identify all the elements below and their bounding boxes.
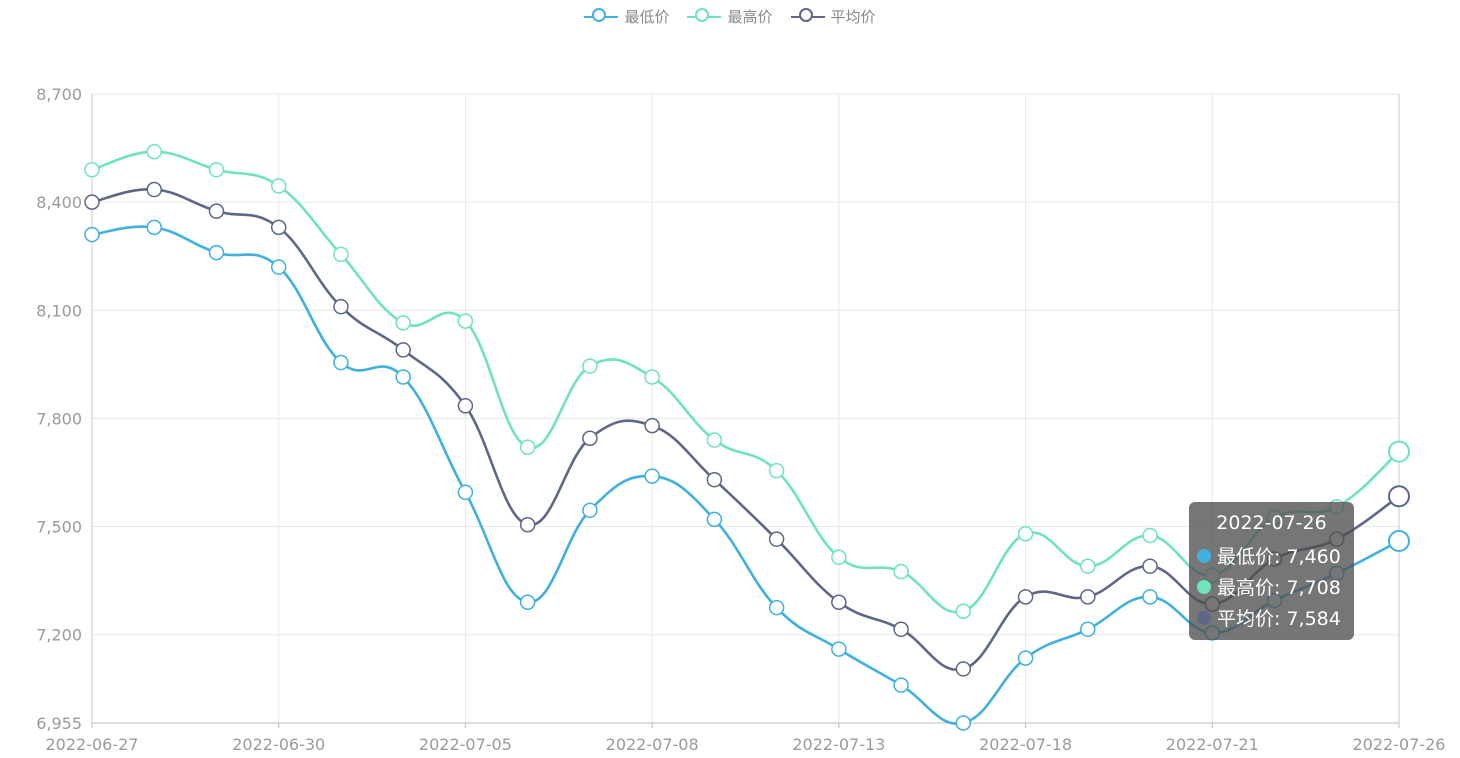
series-line-1	[91, 150, 1400, 614]
series-0-point	[519, 594, 536, 610]
series-2-point	[1080, 589, 1096, 605]
tooltip-low-dot-icon	[1197, 548, 1211, 563]
series-0-point	[1017, 650, 1034, 666]
series-0-point	[84, 226, 100, 243]
series-1-point	[457, 313, 474, 329]
legend-item-low[interactable]: 最低价	[584, 6, 669, 27]
series-2-point	[1388, 485, 1410, 508]
x-tick-label: 2022-07-26	[1353, 735, 1446, 754]
series-0-point	[582, 502, 598, 519]
series-2-point	[582, 430, 598, 446]
series-0-point	[457, 484, 474, 501]
legend-item-avg[interactable]: 平均价	[790, 6, 876, 27]
series-2-point	[1017, 589, 1034, 605]
series-1-point	[1388, 440, 1410, 463]
legend-low-swatch-icon	[584, 7, 619, 27]
series-2-point	[146, 181, 162, 198]
tooltip-avg-dot-icon	[1197, 610, 1211, 625]
series-2-point	[395, 342, 411, 358]
series-2-point	[333, 298, 349, 315]
series-1-point	[1017, 526, 1034, 542]
series-0-point	[395, 369, 411, 385]
legend-low-label: 最低价	[624, 8, 670, 26]
series-1-point	[706, 432, 723, 448]
series-2-point	[1142, 558, 1158, 574]
series-2-point	[519, 516, 536, 533]
series-1-point	[955, 603, 972, 620]
series-0-point	[146, 219, 162, 236]
series-1-point	[582, 358, 598, 374]
y-tick-label: 8,400	[36, 193, 82, 212]
series-1-point	[831, 549, 847, 565]
series-2-point	[208, 203, 225, 219]
series-2-point	[706, 471, 723, 488]
series-1-point	[1142, 527, 1158, 544]
tooltip-low-text: 最低价: 7,460	[1217, 546, 1341, 568]
series-0-point	[706, 511, 723, 528]
x-tick-label: 2022-07-13	[792, 735, 885, 754]
series-1-point	[768, 462, 785, 479]
series-0-point	[333, 354, 349, 371]
tooltip: 2022-07-26 最低价: 7,460 最高价: 7,708 平均价: 7,…	[1189, 502, 1354, 640]
y-tick-label: 7,200	[36, 626, 82, 645]
tooltip-row-high: 最高价: 7,708	[1197, 571, 1346, 602]
series-1-point	[333, 246, 349, 263]
series-1-point	[270, 178, 287, 194]
series-0-point	[208, 244, 225, 261]
legend-avg-swatch-icon	[790, 7, 825, 27]
legend-high-label: 最高价	[727, 8, 773, 26]
tooltip-title: 2022-07-26	[1216, 512, 1327, 534]
x-tick-label: 2022-06-27	[46, 735, 139, 754]
series-line-2	[91, 188, 1400, 672]
series-1-point	[893, 563, 909, 580]
x-tick-label: 2022-07-08	[606, 735, 699, 754]
series-2-point	[644, 417, 660, 434]
series-0-point	[955, 715, 972, 731]
series-1-point	[208, 161, 225, 178]
tooltip-high-text: 最高价: 7,708	[1217, 577, 1341, 599]
series-0-point	[1142, 589, 1158, 605]
y-tick-label: 7,800	[36, 409, 82, 428]
series-0-point	[644, 468, 660, 484]
legend-item-high[interactable]: 最高价	[687, 6, 773, 27]
tooltip-high-dot-icon	[1197, 579, 1211, 594]
y-tick-label: 7,500	[36, 518, 82, 537]
series-0-point	[1388, 529, 1410, 552]
y-tick-label: 8,700	[36, 85, 82, 104]
series-2-point	[831, 594, 847, 610]
legend-high-swatch-icon	[687, 7, 722, 27]
series-0-point	[270, 259, 287, 275]
series-1-point	[519, 439, 536, 455]
x-tick-label: 2022-07-05	[419, 735, 512, 754]
series-2-point	[84, 194, 100, 210]
series-1-point	[84, 161, 100, 178]
series-1-point	[395, 315, 411, 331]
x-tick-label: 2022-06-30	[232, 735, 325, 754]
series-1-point	[146, 143, 162, 160]
series-1-point	[644, 369, 660, 385]
series-line-0	[91, 225, 1400, 725]
series-2-point	[768, 531, 785, 547]
legend-avg-label: 平均价	[830, 8, 876, 26]
x-tick-label: 2022-07-21	[1166, 735, 1259, 754]
tooltip-avg-text: 平均价: 7,584	[1217, 608, 1341, 630]
series-0-point	[893, 677, 909, 693]
tooltip-row-low: 最低价: 7,460	[1197, 540, 1346, 571]
series-2-point	[893, 621, 909, 638]
series-2-point	[270, 219, 287, 236]
series-0-point	[831, 641, 847, 657]
legend: 最低价 最高价 平均价	[0, 6, 1460, 27]
series-0-point	[1080, 621, 1096, 638]
series-0-point	[768, 599, 785, 616]
tooltip-row-avg: 平均价: 7,584	[1197, 602, 1346, 633]
x-tick-label: 2022-07-18	[979, 735, 1072, 754]
series-2-point	[457, 398, 474, 414]
y-tick-label: 6,955	[36, 714, 82, 733]
series-1-point	[1080, 558, 1096, 574]
series-2-point	[955, 661, 972, 677]
y-tick-label: 8,100	[36, 301, 82, 320]
